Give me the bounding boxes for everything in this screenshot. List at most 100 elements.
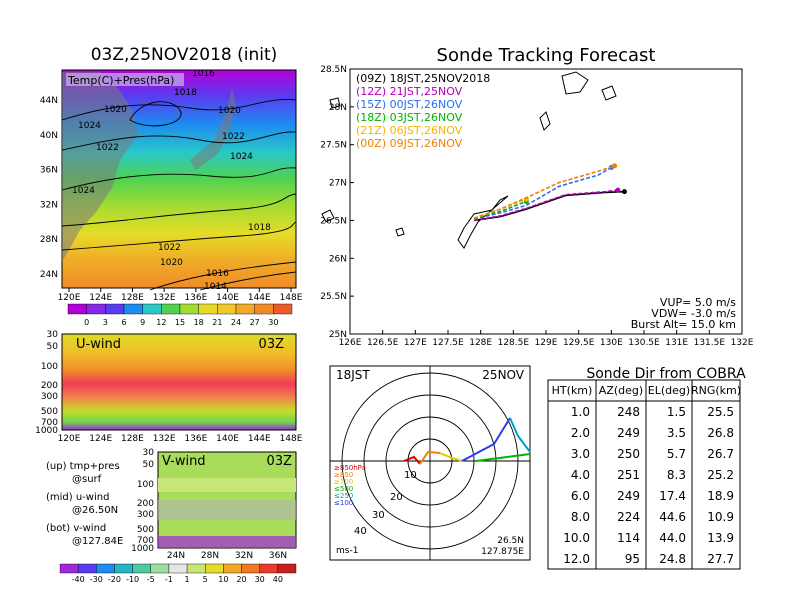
colorbar-label: -5 [147,575,155,584]
note-line: @26.50N [72,505,118,516]
uwind-y-tick-label: 200 [41,381,58,391]
map-y-tick-label: 44N [40,96,58,106]
map-x-tick-label: 132E [153,293,176,303]
altitude-legend-entry: ≥850 [334,471,353,479]
table-cell: 44.6 [659,510,686,524]
table-cell: 6.0 [571,489,590,503]
vwind-y-tick-label: 1000 [131,544,154,554]
colorbar-label: 30 [268,318,278,327]
map-y-ticks: 44N 40N 36N 32N 28N 24N [40,96,58,280]
land-korea-china [62,72,138,262]
track-series [473,165,615,219]
altitude-legend-entry: ≤500 [334,485,353,493]
vwind-band [158,478,296,492]
altitude-legend-entry: ≥850hPa [334,464,366,472]
polar-unit: ms-1 [336,546,358,556]
colorbar-label: 30 [255,575,265,584]
vwind-x-tick-label: 36N [269,551,287,561]
vwind-y-tick-label: 500 [137,525,154,535]
table-title: Sonde Dir from COBRA [586,366,746,382]
table-cell: 250 [617,447,640,461]
track-series [473,166,612,220]
isobar-label: 1022 [158,243,181,253]
legend-entry: (21Z) 06JST,26NOV [356,124,463,137]
isobar-label: 1020 [104,105,127,115]
tracking-x-ticks: 126E 126.5E 127E 127.5E 128E 128.5E 129E 129.5E… [339,330,754,348]
colorbar-swatch [132,563,151,574]
tracking-x-tick-label: 127E [404,338,427,348]
tracking-y-tick-label: 26N [329,254,347,264]
colorbar-swatch [273,303,293,315]
map-x-tick-label: 136E [184,293,207,303]
track-endpoint [612,163,618,169]
uwind-x-tick-label: 136E [184,434,207,444]
table-cell: 95 [625,552,640,566]
vwind-y-tick-label: 700 [137,536,154,546]
table-cell: 25.2 [707,468,734,482]
vwind-x-tick-label: 24N [167,551,185,561]
tracking-x-tick-label: 129.5E [563,338,595,348]
altitude-legend-entry: ≤100 [334,499,353,507]
legend-entry: (15Z) 00JST,26NOV [356,98,463,111]
vwind-title: V-wind [162,454,206,469]
tracking-y-tick-label: 28N [329,103,347,113]
uwind-x-tick-label: 128E [121,434,144,444]
legend-entry: (09Z) 18JST,25NOV2018 [356,72,490,85]
param-burst: Burst Alt= 15.0 km [631,318,736,331]
isobar-label: 1016 [206,269,229,279]
legend-entry: (00Z) 09JST,26NOV [356,137,463,150]
table-cell: 1.5 [667,405,686,419]
isobar-label: 1018 [174,88,197,98]
table-cell: 27.7 [707,552,734,566]
table-cell: 10.9 [707,510,734,524]
colorbar-swatch [59,563,79,574]
temperature-colorbar: 0 3 6 9 12 15 18 21 24 27 30 [67,303,293,327]
colorbar-swatch [179,303,199,315]
table-cell: 5.7 [667,447,686,461]
uwind-x-tick-label: 140E [216,434,239,444]
altitude-legend-entry: ≤250 [334,492,353,500]
tracking-y-tick-label: 25N [329,330,347,340]
colorbar-swatch [161,303,181,315]
vwind-x-ticks: 24N 28N 32N 36N [167,551,287,561]
track-series [473,189,618,222]
islands [321,71,617,249]
colorbar-label: 6 [121,318,126,327]
polar-date: 25NOV [482,368,524,382]
colorbar-swatch [277,563,297,574]
colorbar-swatch [241,563,260,574]
note-line: (bot) v-wind [46,523,106,534]
isobar-labels: 1016 1018 1020 1020 1024 1022 1022 1024 … [72,69,271,292]
vwind-y-tick-label: 100 [137,480,154,490]
table-cell: 3.0 [571,447,590,461]
table-cell: 8.3 [667,468,686,482]
tracking-title: Sonde Tracking Forecast [437,45,656,66]
tracking-x-tick-label: 126E [339,338,362,348]
param-vup: VUP= 5.0 m/s [660,296,736,309]
ring-label: 10 [404,470,417,481]
colorbar-label: -30 [90,575,103,584]
colorbar-swatch [123,303,143,315]
table-cell: 8.0 [571,510,590,524]
table-cell: 251 [617,468,640,482]
table-cell: 4.0 [571,468,590,482]
table-cell: 249 [617,426,640,440]
tracking-x-tick-label: 131.5E [694,338,726,348]
track-series [473,200,527,220]
note-line: (mid) u-wind [46,492,109,503]
uwind-time: 03Z [259,337,285,352]
tracking-x-tick-label: 127.5E [432,338,464,348]
tracking-x-tick-label: 130E [600,338,623,348]
table-header-cell: AZ(deg) [599,384,643,397]
tracking-x-tick-label: 131E [665,338,688,348]
colorbar-label: 20 [236,575,246,584]
colorbar-swatch [77,563,97,574]
tracking-y-tick-label: 27.5N [320,141,347,151]
map-x-ticks: 120E 124E 128E 132E 136E 140E 144E 148E [58,288,303,303]
map-panel: 1016 1018 1020 1020 1024 1022 1022 1024 … [40,69,303,303]
uwind-x-ticks: 120E 124E 128E 132E 136E 140E 144E 148E [58,434,303,444]
legend-entry: (18Z) 03JST,26NOV [356,111,463,124]
